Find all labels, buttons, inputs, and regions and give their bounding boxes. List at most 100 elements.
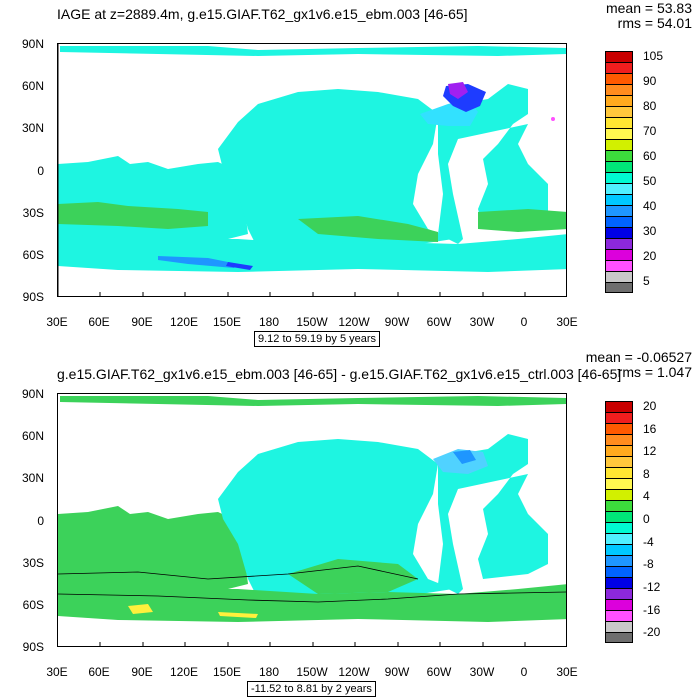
bottom-ylabel-60S: 60S xyxy=(22,598,44,612)
colorbar-label: 80 xyxy=(643,98,657,113)
colorbar-swatch xyxy=(605,599,633,610)
top-xlabel-90W: 90W xyxy=(384,315,410,329)
bottom-map-plot xyxy=(57,393,567,647)
colorbar-swatch xyxy=(605,456,633,467)
magenta-spot xyxy=(551,117,555,121)
arctic-ocean-diff xyxy=(60,396,566,406)
bottom-xlabel-120W: 120W xyxy=(338,665,370,679)
bottom-rms-value: rms = 1.047 xyxy=(617,364,692,380)
colorbar-swatch xyxy=(605,632,633,643)
bottom-xlabel-150W: 150W xyxy=(296,665,328,679)
colorbar-swatch xyxy=(605,544,633,555)
top-rms-value: rms = 54.01 xyxy=(617,15,692,31)
southern-ocean-diff xyxy=(58,584,566,622)
southern-yellow-streak-2 xyxy=(218,612,258,618)
top-ylabel-0: 0 xyxy=(37,164,44,178)
colorbar-swatch xyxy=(605,205,633,216)
top-xlabel-120W: 120W xyxy=(338,315,370,329)
colorbar-swatch xyxy=(605,216,633,227)
top-map-panel: IAGE at z=2889.4m, g.e15.GIAF.T62_gx1v6.… xyxy=(21,1,692,347)
top-xlabel-150W: 150W xyxy=(296,315,328,329)
top-xlabel-60W: 60W xyxy=(426,315,452,329)
top-xlabel-30E-end: 30E xyxy=(556,315,578,329)
colorbar-swatch xyxy=(605,522,633,533)
colorbar-swatch xyxy=(605,621,633,632)
bottom-ylabel-90S: 90S xyxy=(22,640,44,654)
bottom-xlabel-0: 0 xyxy=(520,665,528,679)
pacific-ocean-diff xyxy=(218,439,453,604)
colorbar-swatch xyxy=(605,445,633,456)
colorbar-swatch xyxy=(605,139,633,150)
colorbar-swatch xyxy=(605,511,633,522)
colorbar-label: 30 xyxy=(643,223,657,238)
bottom-xlabel-60E: 60E xyxy=(88,665,110,679)
colorbar-swatch xyxy=(605,533,633,544)
bottom-ylabel-60N: 60N xyxy=(21,429,44,443)
colorbar-label: 20 xyxy=(643,399,657,413)
bottom-ylabel-30N: 30N xyxy=(21,471,44,485)
top-ylabel-60N: 60N xyxy=(21,79,44,93)
colorbar-swatch xyxy=(605,401,633,412)
colorbar-swatch xyxy=(605,566,633,577)
colorbar-swatch xyxy=(605,172,633,183)
colorbar-swatch xyxy=(605,282,633,293)
colorbar-swatch xyxy=(605,117,633,128)
bottom-ocean-field xyxy=(58,396,566,622)
top-ylabel-30S: 30S xyxy=(22,206,44,220)
colorbar-swatch xyxy=(605,610,633,621)
colorbar-label: 4 xyxy=(643,489,650,504)
colorbar-label: 8 xyxy=(643,466,650,481)
top-ylabel-90N: 90N xyxy=(21,37,44,51)
top-ylabel-60S: 60S xyxy=(22,248,44,262)
colorbar-swatch xyxy=(605,577,633,588)
colorbar-swatch xyxy=(605,423,633,434)
bottom-map-panel: g.e15.GIAF.T62_gx1v6.e15_ebm.003 [46-65]… xyxy=(0,350,700,700)
north-atlantic-purple xyxy=(448,82,468,99)
colorbar-swatch xyxy=(605,95,633,106)
bottom-xlabel-180: 180 xyxy=(258,665,280,679)
colorbar-label: -16 xyxy=(643,602,661,617)
southern-yellow-streak-1 xyxy=(128,604,153,614)
bottom-ylabel-0: 0 xyxy=(37,514,44,528)
colorbar-label: 0 xyxy=(643,512,650,527)
top-xlabel-0: 0 xyxy=(520,315,528,329)
indian-ocean-region xyxy=(58,156,248,249)
colorbar-swatch xyxy=(605,478,633,489)
colorbar-label: 5 xyxy=(643,273,650,288)
colorbar-swatch xyxy=(605,500,633,511)
colorbar-label: 70 xyxy=(643,123,657,138)
top-map-title: IAGE at z=2889.4m, g.e15.GIAF.T62_gx1v6.… xyxy=(57,6,468,22)
bottom-xlabel-90E: 90E xyxy=(131,665,153,679)
bottom-xlabel-90W: 90W xyxy=(384,665,410,679)
colorbar-label: -12 xyxy=(643,579,661,594)
north-atlantic-darker-patch xyxy=(453,450,476,464)
colorbar-label: 50 xyxy=(643,173,657,188)
colorbar-swatch xyxy=(605,238,633,249)
bottom-xlabel-30E-end: 30E xyxy=(556,665,578,679)
arctic-ocean-region xyxy=(60,46,566,56)
colorbar-swatch xyxy=(605,434,633,445)
top-ylabel-30N: 30N xyxy=(21,121,44,135)
green-band-atlantic xyxy=(478,209,566,232)
colorbar-swatch xyxy=(605,51,633,62)
colorbar-swatch xyxy=(605,194,633,205)
top-xlabel-180: 180 xyxy=(258,315,280,329)
southern-deep-blue-streak xyxy=(226,262,253,270)
top-ocean-field xyxy=(58,46,566,272)
pacific-green-patch xyxy=(288,559,418,594)
colorbar-swatch xyxy=(605,260,633,271)
bottom-ylabel-30S: 30S xyxy=(22,556,44,570)
bottom-ylabel-90N: 90N xyxy=(21,387,44,401)
colorbar-label: 20 xyxy=(643,248,657,263)
top-xlabel-60E: 60E xyxy=(88,315,110,329)
top-map-ticks xyxy=(58,44,526,296)
colorbar-swatch xyxy=(605,227,633,238)
colorbar-swatch xyxy=(605,161,633,172)
colorbar-label: 90 xyxy=(643,73,657,88)
green-band-pacific xyxy=(298,216,438,242)
colorbar-label: 40 xyxy=(643,198,657,213)
colorbar-swatch xyxy=(605,555,633,566)
colorbar-label: -8 xyxy=(643,557,654,572)
colorbar-swatch xyxy=(605,271,633,282)
pacific-ocean-region xyxy=(218,89,453,254)
